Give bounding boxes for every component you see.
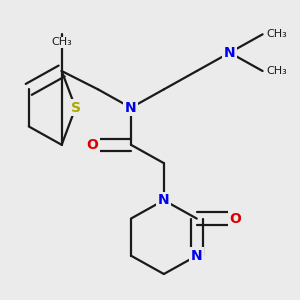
Text: CH₃: CH₃ bbox=[266, 29, 287, 39]
Text: N: N bbox=[224, 46, 236, 60]
Text: CH₃: CH₃ bbox=[51, 38, 72, 47]
Text: S: S bbox=[70, 101, 80, 115]
Text: N: N bbox=[158, 193, 170, 207]
Text: O: O bbox=[230, 212, 242, 226]
Text: CH₃: CH₃ bbox=[266, 66, 287, 76]
Text: N: N bbox=[191, 249, 202, 263]
Text: N: N bbox=[125, 101, 137, 115]
Text: O: O bbox=[86, 138, 98, 152]
